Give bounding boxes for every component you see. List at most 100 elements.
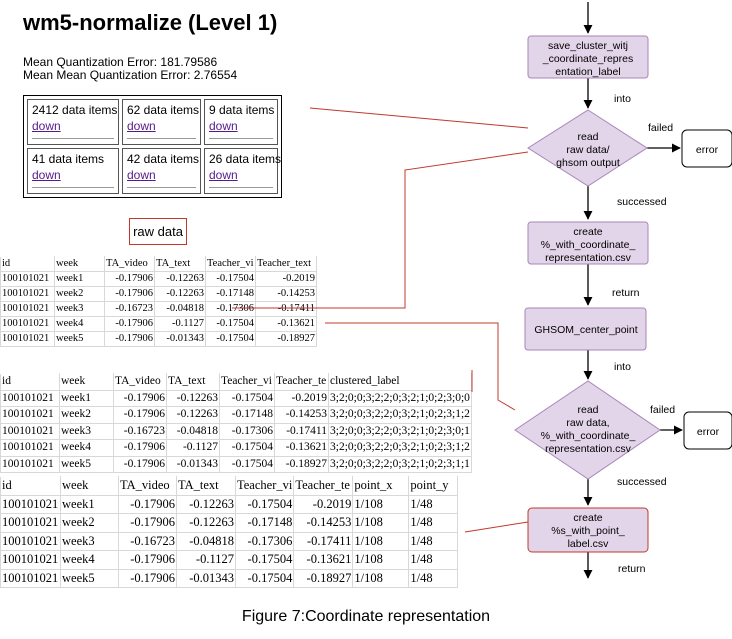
table-cell: -0.2019 <box>274 389 329 407</box>
table-cell: -0.18927 <box>293 568 354 588</box>
table-cell: -0.17504 <box>234 568 295 588</box>
red-connectors <box>232 107 529 533</box>
table-cell: 100101021 <box>0 422 60 440</box>
decision2-line3: %_with_coordinate_ <box>541 430 636 442</box>
table-row: 100101021 week3 -0.16723 -0.04818 -0.173… <box>0 531 459 551</box>
table-header-row: id week TA_video TA_text Teacher_vi Teac… <box>0 476 459 496</box>
table-cell: week3 <box>60 531 119 551</box>
table-row: 100101021 week1 -0.17906 -0.12263 -0.175… <box>0 271 317 287</box>
table-row: 100101021 week5 -0.17906 -0.01343 -0.175… <box>0 455 472 473</box>
decision1-line2: raw data/ <box>566 144 609 156</box>
process-box-create-point-label <box>527 507 649 553</box>
cell-count: 62 data items <box>127 103 200 117</box>
som-cell: 62 data items down <box>122 99 201 145</box>
cell-count: 9 data items <box>209 103 275 117</box>
error2-text: error <box>697 426 720 438</box>
table-cell: 3;2;0;0;3;2;2;0;3;2;1;0;2;3;1;2 <box>328 439 472 457</box>
box1-line1: save_cluster_witj <box>548 40 628 52</box>
table-row: 100101021 week4 -0.17906 -0.1127 -0.1750… <box>0 550 459 570</box>
table-cell: week1 <box>59 389 114 407</box>
decision1-line3: ghsom output <box>556 157 620 169</box>
decision-read-raw-data <box>527 109 648 187</box>
cell-divider <box>209 138 273 139</box>
box2-line1: create <box>573 226 602 238</box>
box4-line2: %s_with_point_ <box>551 525 625 537</box>
table-cell: -0.18927 <box>274 455 329 473</box>
page-title: wm5-normalize (Level 1) <box>23 10 278 35</box>
cell-divider <box>127 187 196 188</box>
error-box <box>683 411 732 450</box>
successed-label: successed <box>617 196 667 208</box>
figure-caption: Figure 7:Coordinate representation <box>241 608 491 625</box>
connector-table1-to-decision2 <box>325 322 516 411</box>
table-row: 100101021 week1 -0.17906 -0.12263 -0.175… <box>0 494 459 514</box>
table-cell: 100101021 <box>0 455 60 473</box>
table-cell: 1/48 <box>408 550 459 570</box>
table-cell: -0.17906 <box>118 568 177 588</box>
return-label: return <box>612 287 640 299</box>
down-link[interactable]: down <box>32 119 61 133</box>
flow-arrows <box>583 2 683 579</box>
table-cell: -0.17306 <box>234 531 295 551</box>
table-cell: -0.17504 <box>219 455 275 473</box>
table-cell: 100101021 <box>0 406 60 424</box>
table-cell: -0.04818 <box>176 531 236 551</box>
connector-rawdata-to-decision1 <box>232 151 529 309</box>
table-cell: -0.17411 <box>274 422 329 440</box>
table-row: 100101021 week1 -0.17906 -0.12263 -0.175… <box>0 389 472 407</box>
table-row: 100101021 week5 -0.17906 -0.01343 -0.175… <box>0 331 317 347</box>
table-cell: -0.17906 <box>113 439 167 457</box>
mmqe-text: Mean Mean Quantization Error: 2.76554 <box>23 68 238 82</box>
table-cell: 100101021 <box>0 494 61 514</box>
table-cell: 3;2;0;0;3;2;2;0;3;2;1;0;2;3;1;2 <box>328 406 472 424</box>
decision-read-coordinate <box>514 380 661 480</box>
header-cell: TA_text <box>176 476 236 496</box>
box1-line2: _coordinate_repres <box>542 53 633 65</box>
table-cell: -0.16723 <box>113 422 167 440</box>
table-cell: 1/48 <box>408 568 459 588</box>
box4-line3: label.csv <box>568 538 610 550</box>
som-map-grid: 2412 data items down 62 data items down … <box>23 95 282 198</box>
table-cell: 100101021 <box>0 513 61 533</box>
error1-text: error <box>696 144 719 156</box>
point-label-table: id week TA_video TA_text Teacher_vi Teac… <box>0 476 459 588</box>
box1-line3: entation_label <box>555 66 620 78</box>
down-link[interactable]: down <box>127 168 156 182</box>
process-box-save-cluster <box>527 35 649 79</box>
table-row: 100101021 week3 -0.16723 -0.04818 -0.173… <box>0 422 472 440</box>
table-header-row: id week TA_video TA_text Teacher_vi Teac… <box>0 256 317 272</box>
table-cell: -0.01343 <box>166 455 220 473</box>
down-link[interactable]: down <box>127 119 156 133</box>
process-box-create-coordinate <box>527 221 649 265</box>
table-cell: 3;2;0;0;3;2;2;0;3;2;1;0;2;3;1;1 <box>328 455 472 473</box>
som-cell: 9 data items down <box>204 99 278 145</box>
failed-label: failed <box>650 404 675 416</box>
down-link[interactable]: down <box>209 119 238 133</box>
cell-count: 42 data items <box>127 152 200 166</box>
table-cell: -0.17148 <box>234 513 295 533</box>
table-cell: -0.16723 <box>118 531 177 551</box>
cell-divider <box>32 138 114 139</box>
successed-label: successed <box>617 476 667 488</box>
connector-table3-to-box4 <box>464 521 529 533</box>
table-cell: week5 <box>60 568 119 588</box>
table-row: 100101021 week2 -0.17906 -0.12263 -0.171… <box>0 513 459 533</box>
cell-divider <box>32 187 114 188</box>
connector-grid-to-decision1 <box>309 107 529 129</box>
down-link[interactable]: down <box>32 168 61 182</box>
table-cell: -0.17504 <box>234 550 295 570</box>
table-header-row: id week TA_video TA_text Teacher_vi Teac… <box>0 373 472 391</box>
down-link[interactable]: down <box>209 168 238 182</box>
table-cell: -0.01343 <box>176 568 236 588</box>
table-cell: 100101021 <box>0 531 61 551</box>
header-cell: week <box>60 476 119 496</box>
decision2-line4: representation.csv <box>545 443 632 455</box>
table-cell: 100101021 <box>0 568 61 588</box>
table-cell: 1/108 <box>352 568 410 588</box>
som-cell: 26 data items down <box>204 148 281 194</box>
table-row: 100101021 week4 -0.17906 -0.1127 -0.1750… <box>0 316 317 332</box>
decision2-line2: raw data, <box>566 417 609 429</box>
process-box-ghsom-center <box>524 307 647 351</box>
table-cell: -0.17504 <box>234 494 295 514</box>
